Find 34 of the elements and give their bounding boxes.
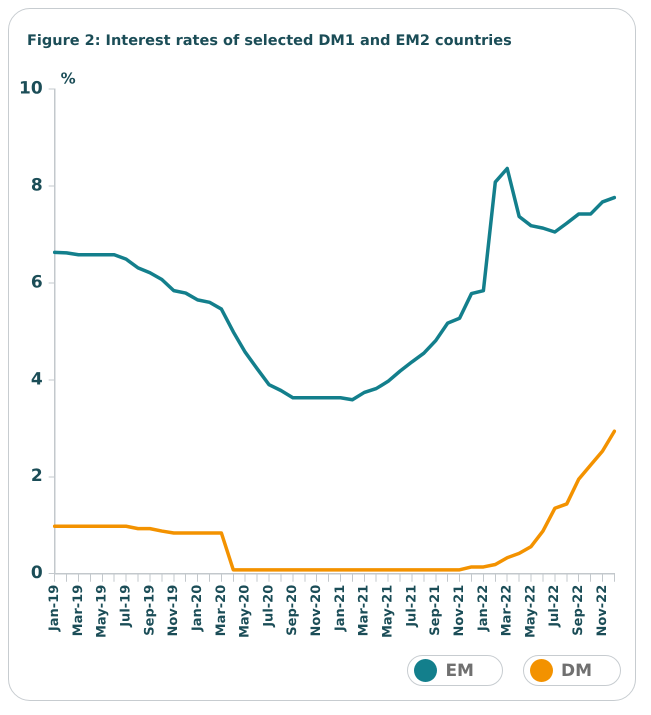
x-tick-label: Nov-22 [594, 584, 610, 637]
x-tick-label: Jan-21 [332, 584, 348, 632]
x-tick-label: Mar-22 [500, 584, 515, 636]
x-tick-label: Mar-21 [356, 584, 372, 636]
x-tick-label: Jan-19 [47, 584, 62, 632]
x-tick-label: Nov-21 [452, 584, 467, 637]
x-tick-label: Nov-20 [309, 584, 324, 637]
x-tick-label: Nov-19 [166, 584, 182, 637]
x-tick-label: Jul-22 [547, 584, 562, 628]
x-tick-label: May-19 [94, 584, 110, 638]
y-tick-label: 2 [30, 466, 43, 486]
y-tick-label: 8 [30, 175, 43, 196]
x-tick-label: May-22 [523, 584, 538, 638]
x-tick-label: Jul-21 [404, 584, 420, 628]
x-tick-label: Jul-20 [261, 584, 276, 628]
x-tick-label: Mar-20 [214, 584, 229, 636]
x-tick-label: Jan-20 [190, 584, 205, 632]
x-tick-label: Jul-19 [118, 584, 134, 628]
x-tick-label: Sep-22 [571, 584, 586, 636]
x-tick-label: Sep-21 [428, 584, 444, 636]
legend-label: DM [560, 660, 592, 680]
x-tick-label: Mar-19 [70, 584, 86, 636]
x-tick-label: May-21 [380, 584, 396, 638]
y-tick-label: 4 [30, 369, 43, 390]
chart-title: Figure 2: Interest rates of selected DM1 and EM2 countries [27, 33, 512, 49]
y-tick-label: 0 [30, 563, 43, 584]
y-tick-label: 10 [18, 78, 43, 98]
y-tick-label: 6 [30, 272, 43, 292]
x-tick-label: Sep-20 [285, 584, 300, 636]
x-tick-label: May-20 [238, 584, 253, 638]
x-tick-label: Jan-22 [476, 584, 491, 632]
x-tick-label: Sep-19 [142, 584, 158, 636]
legend-label: EM [445, 660, 474, 680]
y-axis-title: % [60, 69, 76, 88]
